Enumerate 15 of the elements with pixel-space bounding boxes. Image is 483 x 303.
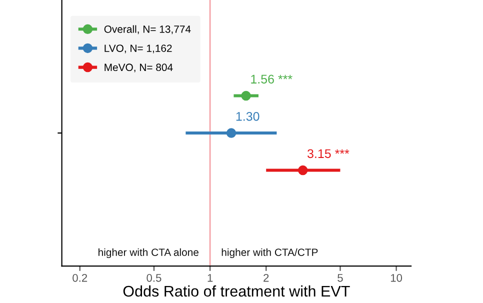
x-tick-label: 1 bbox=[208, 274, 213, 282]
data-label: 1.30 bbox=[236, 112, 260, 121]
x-tick-label: 2 bbox=[264, 274, 269, 282]
legend-label: MeVO, N= 804 bbox=[104, 64, 173, 72]
legend-label: Overall, N= 13,774 bbox=[104, 25, 191, 34]
data-label: 1.56 *** bbox=[251, 74, 292, 84]
x-axis-title: Odds Ratio of treatment with EVT bbox=[123, 285, 350, 297]
data-label: 3.15 *** bbox=[307, 149, 350, 158]
x-tick-label: 5 bbox=[338, 274, 343, 282]
legend-label: LVO, N= 1,162 bbox=[104, 44, 172, 54]
x-tick-label: 10 bbox=[390, 274, 402, 282]
x-tick-label: 0.2 bbox=[72, 274, 88, 282]
annotation: higher with CTA/CTP bbox=[222, 248, 318, 258]
x-tick-label: 0.5 bbox=[146, 274, 162, 282]
annotation: higher with CTA alone bbox=[98, 248, 198, 258]
